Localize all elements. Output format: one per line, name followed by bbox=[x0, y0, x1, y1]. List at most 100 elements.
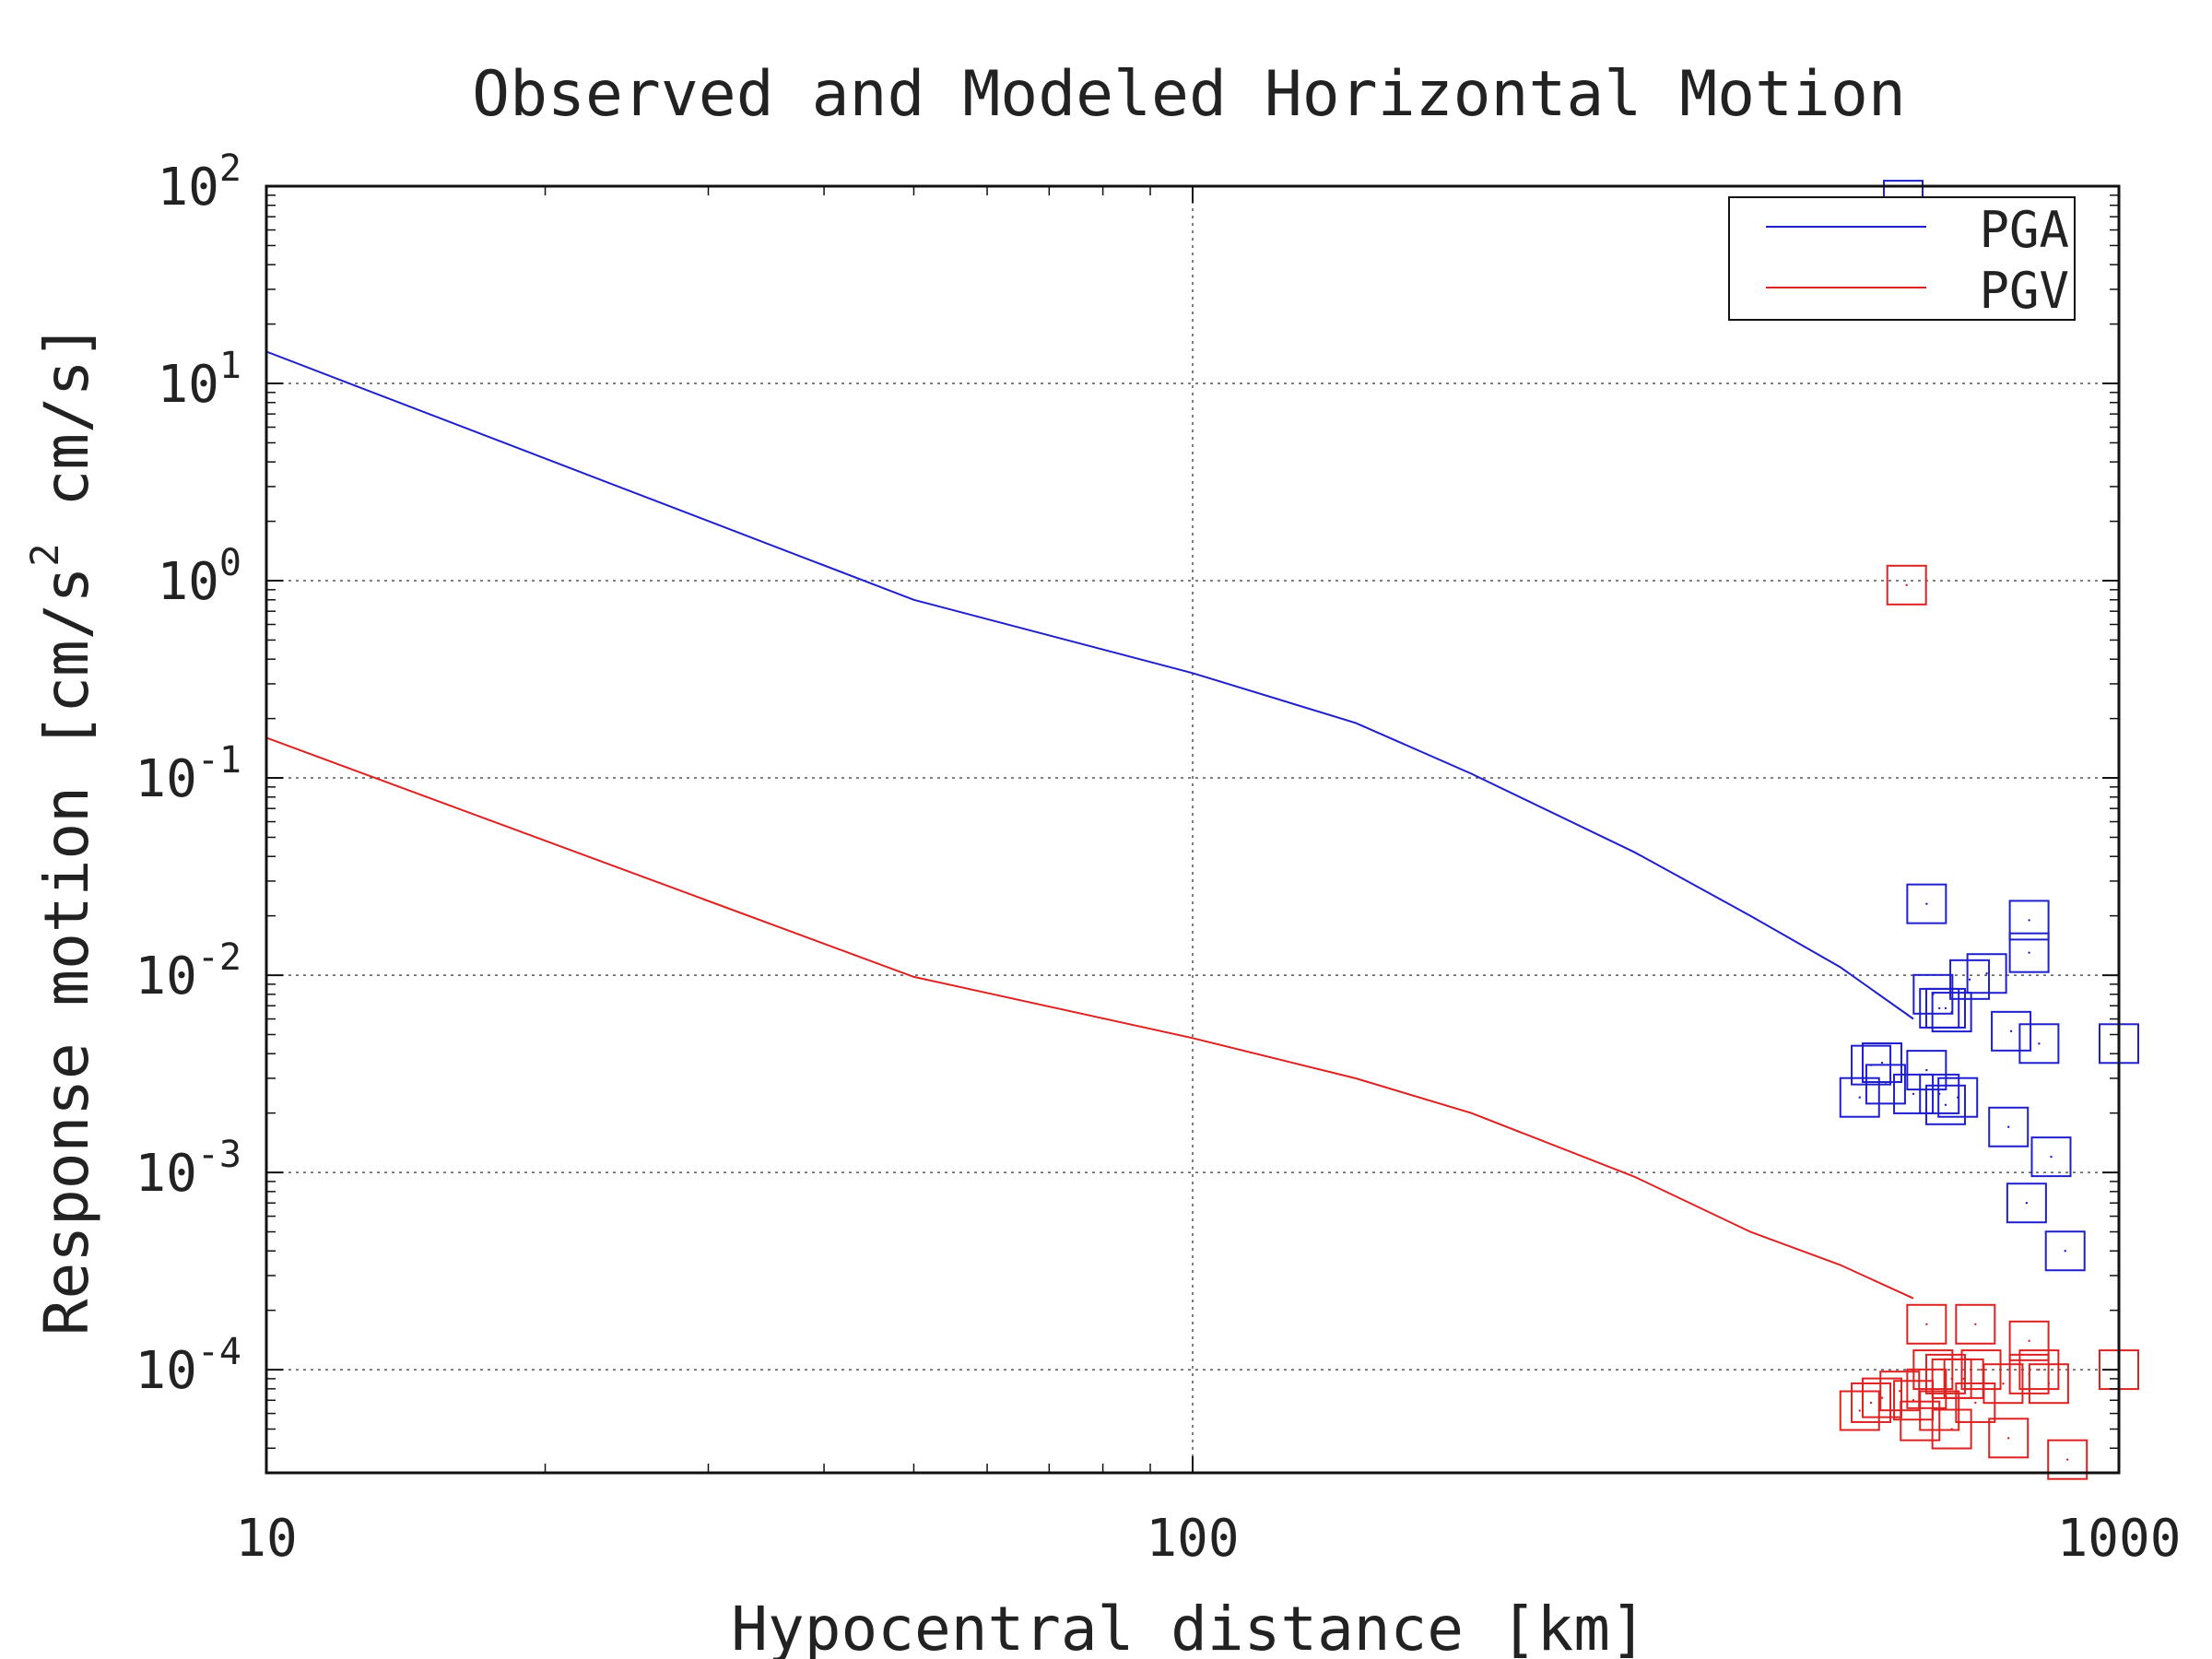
data-point-pga bbox=[1988, 1106, 2030, 1147]
data-point-pga bbox=[1924, 1084, 1966, 1125]
y-tick-base: 10 bbox=[135, 1341, 196, 1401]
data-point-dot-pgv bbox=[2066, 1458, 2069, 1461]
y-tick-base: 10 bbox=[135, 749, 196, 809]
x-tick-labels: 10 100 1000 bbox=[235, 1509, 2181, 1569]
data-point-dot-pgv bbox=[1974, 1323, 1977, 1325]
data-point-dot-pga bbox=[1944, 1006, 1947, 1010]
chart-title: Observed and Modeled Horizontal Motion bbox=[472, 58, 1906, 131]
y-tick-label: 100 bbox=[157, 542, 241, 612]
data-point-dot-pgv bbox=[1899, 1389, 1901, 1393]
data-point-dot-pgv bbox=[1950, 1428, 1953, 1430]
data-point-pga bbox=[1931, 992, 1972, 1033]
data-point-pga bbox=[1919, 1073, 1960, 1114]
y-tick-label: 102 bbox=[157, 147, 241, 218]
data-point-pgv bbox=[1955, 1382, 1996, 1423]
data-point-pgv bbox=[2028, 1363, 2069, 1405]
data-point-pga bbox=[2008, 932, 2050, 973]
data-point-dot-pgv bbox=[1858, 1409, 1861, 1412]
data-point-dot-pga bbox=[1938, 1006, 1941, 1010]
x-tick-label: 1000 bbox=[2057, 1509, 2182, 1569]
data-point-dot-pga bbox=[2007, 1125, 2010, 1128]
y-tick-exp: 2 bbox=[219, 147, 241, 190]
legend-label-pga: PGA bbox=[1979, 201, 2069, 259]
data-point-dot-pgv bbox=[1950, 1377, 1953, 1381]
y-tick-exp: -1 bbox=[197, 739, 241, 782]
data-point-dot-pgv bbox=[1925, 1323, 1928, 1325]
x-tick-label: 100 bbox=[1146, 1509, 1239, 1569]
y-tick-base: 10 bbox=[135, 947, 196, 1006]
data-point-pga bbox=[2030, 1136, 2072, 1178]
data-point-pgv bbox=[1862, 1377, 1903, 1418]
data-point-pga bbox=[2018, 1023, 2060, 1065]
data-point-dot-pga bbox=[1985, 972, 1988, 975]
data-point-pga bbox=[1865, 1064, 1906, 1105]
data-point-pga bbox=[1906, 883, 1947, 924]
y-tick-base: 10 bbox=[135, 1144, 196, 1204]
data-point-dot-pgv bbox=[2007, 1437, 2010, 1440]
data-point-pga bbox=[2006, 1182, 2047, 1224]
y-tick-exp: -4 bbox=[197, 1331, 241, 1373]
series-layer bbox=[265, 180, 2139, 1480]
data-point-pgv bbox=[1906, 1303, 1947, 1345]
data-point-pgv bbox=[1851, 1382, 1892, 1423]
y-axis-label-tail: cm/s] bbox=[31, 324, 102, 507]
y-tick-exp: -3 bbox=[197, 1134, 241, 1176]
data-point-dot-pga bbox=[2009, 1030, 2013, 1033]
series-line-pgv bbox=[265, 736, 1914, 1300]
data-point-pgv bbox=[1893, 1380, 1935, 1421]
y-tick-base: 10 bbox=[157, 355, 218, 415]
y-axis-label-main: Response motion [cm/s bbox=[31, 567, 102, 1335]
data-point-pga bbox=[1949, 959, 1991, 1000]
y-tick-exp: 0 bbox=[219, 542, 241, 584]
y-tick-label: 10-2 bbox=[135, 936, 241, 1006]
data-point-pga bbox=[1991, 1010, 2032, 1052]
data-point-dot-pgv bbox=[1925, 1387, 1928, 1391]
data-point-dot-pgv bbox=[1880, 1396, 1884, 1399]
data-point-dot-pga bbox=[2025, 1202, 2029, 1205]
data-point-dot-pgv bbox=[1962, 1377, 1965, 1381]
x-tick-label: 10 bbox=[235, 1509, 297, 1569]
legend-box bbox=[1728, 196, 2076, 321]
data-point-dot-pga bbox=[1944, 1103, 1947, 1106]
data-point-dot-pgv bbox=[2028, 1339, 2030, 1343]
data-point-dot-pga bbox=[2028, 919, 2030, 922]
data-point-pgv bbox=[2047, 1439, 2088, 1480]
grid bbox=[266, 186, 2119, 1473]
data-point-dot-pga bbox=[1968, 978, 1971, 982]
data-point-dot-pga bbox=[1957, 1096, 1959, 1099]
data-point-pgv bbox=[1886, 564, 1927, 606]
data-point-dot-pga bbox=[2028, 951, 2030, 954]
data-point-pgv bbox=[1960, 1349, 2002, 1391]
data-point-dot-pga bbox=[1858, 1096, 1861, 1099]
y-tick-exp: 1 bbox=[219, 345, 241, 387]
data-point-pga bbox=[1893, 1073, 1935, 1114]
ticks bbox=[265, 185, 2120, 1474]
data-point-pga bbox=[1839, 1077, 1880, 1118]
data-point-pga bbox=[1862, 1042, 1903, 1084]
data-point-dot-pgv bbox=[2038, 1368, 2041, 1371]
y-tick-exp: -2 bbox=[197, 936, 241, 979]
data-point-pgv bbox=[1955, 1303, 1996, 1345]
data-point-dot-pga bbox=[1880, 1061, 1884, 1065]
data-point-dot-pga bbox=[1925, 902, 1928, 905]
y-tick-label: 101 bbox=[157, 345, 241, 415]
y-tick-label: 10-3 bbox=[135, 1134, 241, 1204]
data-point-dot-pga bbox=[1884, 1083, 1888, 1086]
legend: PGA PGV bbox=[1728, 196, 2076, 321]
data-point-pga bbox=[2044, 1230, 2086, 1272]
data-point-dot-pgv bbox=[1905, 583, 1908, 586]
data-point-dot-pga bbox=[1950, 1010, 1953, 1014]
data-point-pga bbox=[2008, 900, 2050, 941]
data-point-dot-pgv bbox=[1980, 1368, 1983, 1371]
data-point-pgv bbox=[1906, 1368, 1947, 1409]
y-tick-base: 10 bbox=[157, 158, 218, 218]
data-point-dot-pgv bbox=[2002, 1382, 2005, 1385]
legend-label-pgv: PGV bbox=[1979, 262, 2069, 320]
data-point-pgv bbox=[2008, 1320, 2050, 1361]
data-point-dot-pga bbox=[1925, 1068, 1928, 1072]
data-point-pgv bbox=[1839, 1390, 1880, 1431]
data-point-pga bbox=[1937, 1077, 1979, 1118]
series-line-pga bbox=[265, 350, 1914, 1020]
